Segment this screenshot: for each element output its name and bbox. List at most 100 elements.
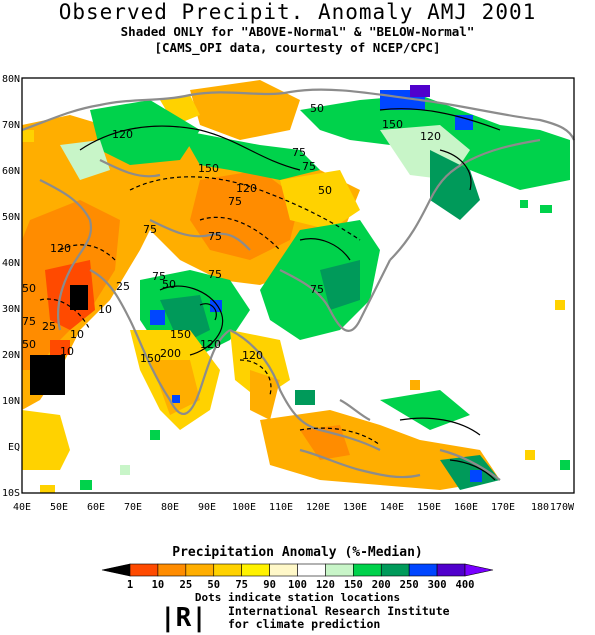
legend-tick-label: 250 xyxy=(400,579,419,591)
contour-label: 10 xyxy=(70,328,84,341)
contour-label: 75 xyxy=(143,223,157,236)
legend-bar xyxy=(101,563,494,577)
legend-swatch xyxy=(380,563,410,577)
contour-label: 50 xyxy=(22,338,36,351)
contour-label: 120 xyxy=(242,349,263,362)
contour-label: 50 xyxy=(162,278,176,291)
contour-label: 120 xyxy=(420,130,441,143)
lon-label: 150E xyxy=(417,502,441,513)
legend-swatch xyxy=(241,563,270,577)
legend-tick-label: 10 xyxy=(152,579,165,591)
lon-label: 80E xyxy=(161,502,179,513)
legend-tick-label: 200 xyxy=(372,579,391,591)
map-subtitle-source: [CAMS_OPI data, courtesty of NCEP/CPC] xyxy=(154,40,441,55)
legend-swatch xyxy=(157,563,187,577)
lat-label: 60N xyxy=(2,166,20,177)
contour-label: 75 xyxy=(208,268,222,281)
legend-swatch xyxy=(297,563,326,577)
legend-swatch xyxy=(213,563,242,577)
lat-label: 20N xyxy=(2,350,20,361)
station-dots-note: Dots indicate station locations xyxy=(194,591,401,604)
org-name-line2: for climate prediction xyxy=(228,617,381,631)
map-frame xyxy=(21,77,575,494)
contour-labels: 50 120 150 75 120 150 120 75 75 50 75 12… xyxy=(22,102,441,365)
contour-label: 150 xyxy=(140,352,161,365)
legend-tick-labels: 1 10 25 50 75 90 100 120 150 200 250 300 400 xyxy=(127,579,475,591)
lat-label: 10S xyxy=(2,488,20,499)
contour-label: 25 xyxy=(42,320,56,333)
contour-label: 25 xyxy=(116,280,130,293)
legend-swatch xyxy=(129,563,159,577)
legend-swatch xyxy=(436,563,466,577)
lon-label: 40E xyxy=(13,502,31,513)
legend-tick-label: 400 xyxy=(456,579,475,591)
lon-label: 170W xyxy=(550,502,575,513)
longitude-axis: 40E 50E 60E 70E 80E 90E 100E 110E 120E 1… xyxy=(13,502,575,513)
lon-label: 120E xyxy=(306,502,330,513)
contour-label: 75 xyxy=(22,315,36,328)
lat-label: EQ xyxy=(8,442,20,453)
contour-label: 200 xyxy=(160,347,181,360)
lat-label: 40N xyxy=(2,258,20,269)
legend-swatch xyxy=(269,563,298,577)
lon-label: 60E xyxy=(87,502,105,513)
legend-tick-label: 100 xyxy=(288,579,307,591)
contour-label: 150 xyxy=(382,118,403,131)
legend-tick-label: 300 xyxy=(428,579,447,591)
legend-tick-label: 75 xyxy=(235,579,248,591)
contour-label: 75 xyxy=(292,146,306,159)
legend-tick-label: 50 xyxy=(207,579,220,591)
iri-logo: |R| xyxy=(160,603,207,633)
lon-label: 100E xyxy=(232,502,256,513)
lat-label: 30N xyxy=(2,304,20,315)
legend-swatch xyxy=(325,563,354,577)
lon-label: 110E xyxy=(269,502,293,513)
lat-label: 50N xyxy=(2,212,20,223)
contour-label: 120 xyxy=(112,128,133,141)
lon-label: 140E xyxy=(380,502,404,513)
lat-label: 10N xyxy=(2,396,20,407)
legend-arrow-left xyxy=(101,563,131,577)
lon-label: 130E xyxy=(343,502,367,513)
legend-swatch xyxy=(353,563,382,577)
contour-label: 75 xyxy=(152,270,166,283)
legend-tick-label: 25 xyxy=(180,579,193,591)
lon-label: 160E xyxy=(454,502,478,513)
contour-label: 75 xyxy=(302,160,316,173)
org-name-line1: International Research Institute xyxy=(228,604,450,618)
lon-label: 170E xyxy=(491,502,515,513)
color-legend: 1 10 25 50 75 90 100 120 150 200 250 300 400 xyxy=(101,563,494,591)
contour-label: 50 xyxy=(22,282,36,295)
lat-label: 80N xyxy=(2,74,20,85)
lon-label: 90E xyxy=(198,502,216,513)
contour-label: 50 xyxy=(318,184,332,197)
map-title: Observed Precipit. Anomaly AMJ 2001 xyxy=(58,0,537,24)
legend-tick-label: 150 xyxy=(344,579,363,591)
contour-label: 120 xyxy=(200,338,221,351)
legend-tick-label: 1 xyxy=(127,579,133,591)
lon-label: 180 xyxy=(531,502,549,513)
lon-label: 70E xyxy=(124,502,142,513)
map-subtitle-shading: Shaded ONLY for "ABOVE-Normal" & "BELOW-… xyxy=(120,24,475,39)
contour-label: 75 xyxy=(208,230,222,243)
contour-label: 75 xyxy=(228,195,242,208)
latitude-axis: 80N 70N 60N 50N 40N 30N 20N 10N EQ 10S xyxy=(2,74,20,499)
contour-label: 150 xyxy=(198,162,219,175)
legend-swatch xyxy=(408,563,438,577)
contours xyxy=(39,108,501,481)
lon-label: 50E xyxy=(50,502,68,513)
contour-label: 120 xyxy=(236,182,257,195)
precip-anomaly-map: 50 120 150 75 120 150 120 75 75 50 75 12… xyxy=(2,74,576,513)
legend-arrow-right xyxy=(464,563,494,577)
contour-label: 10 xyxy=(98,303,112,316)
contour-label: 10 xyxy=(60,345,74,358)
legend-title: Precipitation Anomaly (%-Median) xyxy=(172,545,423,560)
legend-tick-label: 120 xyxy=(316,579,335,591)
contour-label: 50 xyxy=(310,102,324,115)
contour-label: 75 xyxy=(310,283,324,296)
legend-swatch xyxy=(185,563,215,577)
coastlines xyxy=(21,88,576,481)
contour-label: 150 xyxy=(170,328,191,341)
contour-label: 120 xyxy=(50,242,71,255)
legend-tick-label: 90 xyxy=(263,579,276,591)
